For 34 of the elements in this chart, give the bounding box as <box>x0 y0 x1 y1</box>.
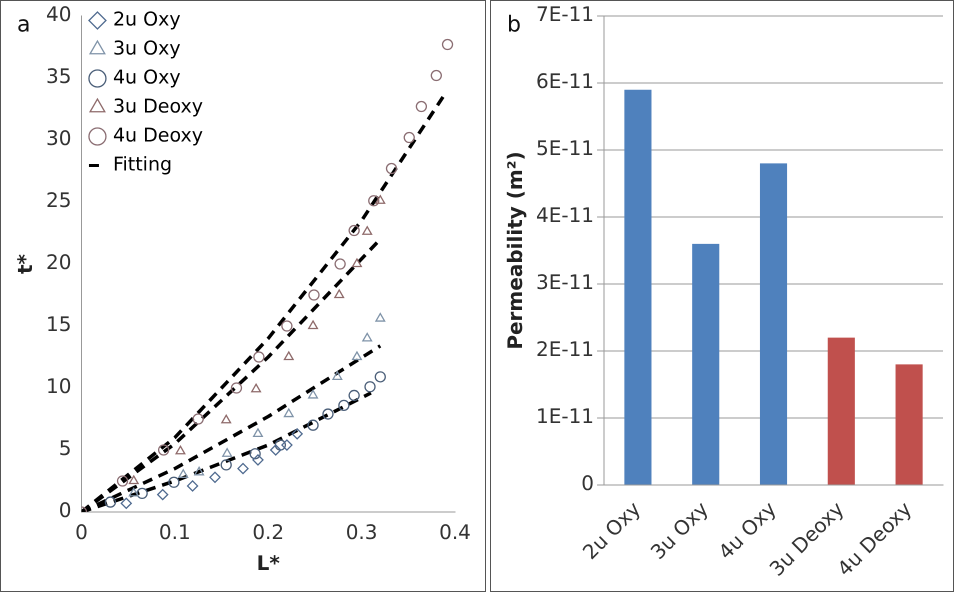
x-tick-label: 0.3 <box>346 520 378 544</box>
y-tick-label: 35 <box>46 64 72 88</box>
x-axis-title: L* <box>256 551 280 576</box>
legend-label: 3u Oxy <box>112 37 181 60</box>
x-tick-label: 0.1 <box>158 520 191 544</box>
y-tick-label: 3E-11 <box>536 270 594 294</box>
y-tick-label: 4E-11 <box>536 203 594 228</box>
legend-label: Fitting <box>112 153 172 176</box>
legend-label: 3u Deoxy <box>112 95 203 118</box>
x-tick-label: 0 <box>75 520 88 544</box>
y-tick-label: 30 <box>46 126 72 150</box>
chart-title: b <box>507 12 521 38</box>
legend-label: 4u Deoxy <box>112 124 203 146</box>
chart-title: a <box>17 12 30 38</box>
y-axis-title: Permeability (m²) <box>503 151 528 350</box>
y-tick-label: 10 <box>46 374 72 398</box>
x-tick-label: 3u Oxy <box>646 496 714 564</box>
y-tick-label: 40 <box>46 2 72 26</box>
y-tick-label: 20 <box>46 250 72 274</box>
y-tick-label: 5 <box>58 436 72 460</box>
x-tick-label: 0.4 <box>439 520 471 544</box>
y-tick-label: 0 <box>581 471 594 496</box>
x-tick-label: 0.2 <box>252 520 284 544</box>
y-tick-label: 1E-11 <box>536 404 594 428</box>
y-tick-label: 2E-11 <box>536 337 594 362</box>
y-tick-label: 15 <box>46 312 72 336</box>
legend-label: 2u Oxy <box>112 8 181 30</box>
y-tick-label: 7E-11 <box>536 2 594 26</box>
y-tick-label: 5E-11 <box>536 136 594 160</box>
y-axis-title: t* <box>13 253 38 274</box>
legend-label: 4u Oxy <box>112 66 181 88</box>
y-tick-label: 6E-11 <box>536 69 594 94</box>
y-tick-label: 25 <box>46 188 72 212</box>
x-tick-label: 2u Oxy <box>578 496 646 564</box>
